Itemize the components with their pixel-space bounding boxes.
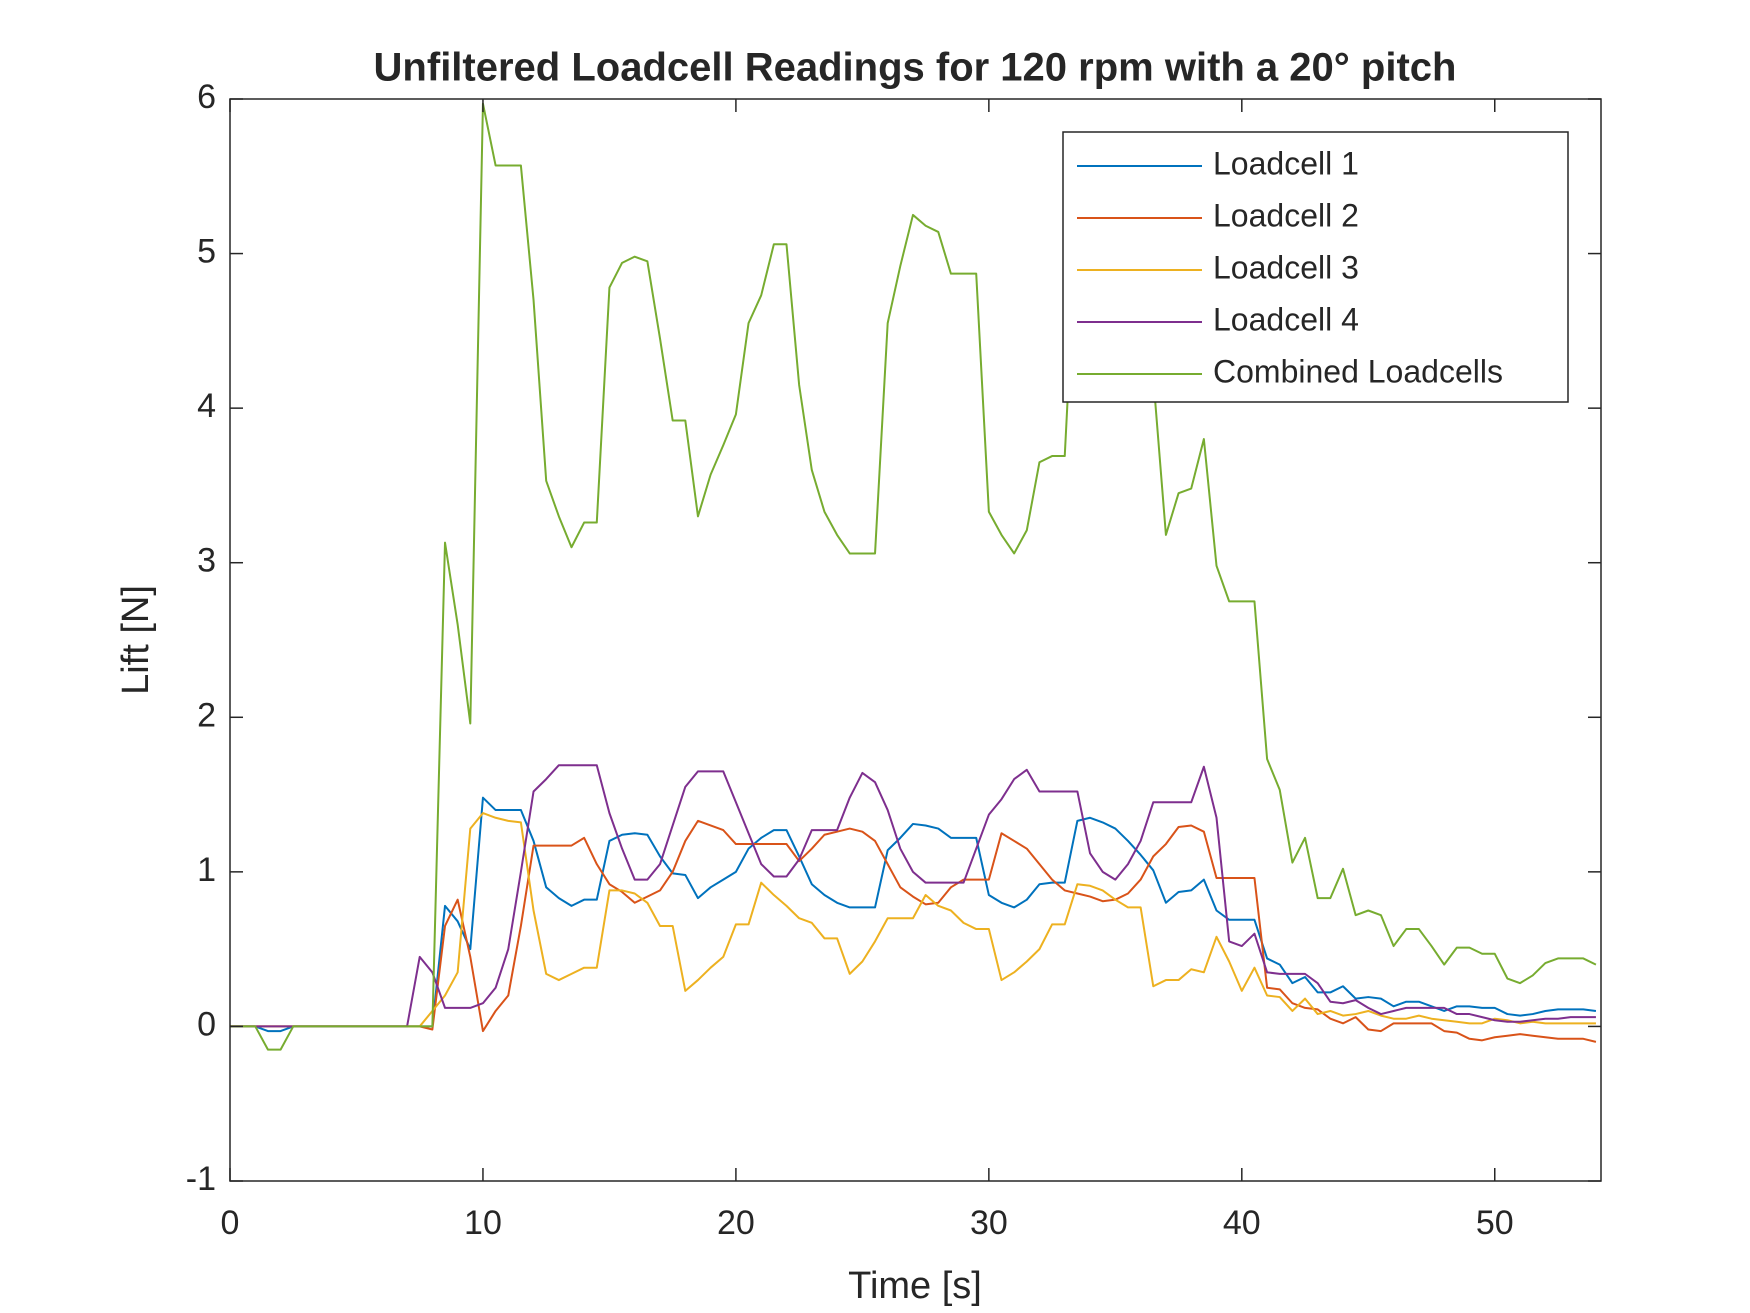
x-tick-label: 10 [464,1204,502,1242]
data-line [230,819,1597,1043]
x-tick-label: 50 [1476,1204,1514,1242]
legend-box [1062,131,1569,403]
legend-label: Loadcell 3 [1213,249,1359,285]
legend: Loadcell 1 Loadcell 2 Loadcell 3 Loadcell 4… [1062,131,1569,403]
y-tick-label: 0 [197,1005,216,1043]
y-tick-label: 3 [197,542,216,580]
x-axis-label: Time [s] [848,1265,982,1307]
data-line [230,102,1597,1051]
legend-label: Loadcell 2 [1213,197,1359,233]
x-tick-label: 30 [970,1204,1008,1242]
data-line [230,812,1596,1028]
x-tick-label: 40 [1223,1204,1261,1242]
axes-box [229,98,1602,1182]
y-tick-label: 4 [197,387,216,425]
legend-label: Combined Loadcells [1213,353,1503,389]
y-tick-label: 6 [197,78,216,116]
data-line [230,796,1597,1033]
y-tick-label: 2 [197,696,216,734]
y-tick-label: 5 [197,233,216,271]
y-tick-label: -1 [186,1160,216,1198]
y-axis-label: Lift [N] [115,585,157,695]
x-tick-label: 0 [221,1204,240,1242]
y-tick-label: 1 [197,851,216,889]
x-tick-label: 20 [717,1204,755,1242]
data-line [230,764,1596,1028]
legend-label: Loadcell 1 [1213,145,1359,181]
legend-label: Loadcell 4 [1213,301,1359,337]
chart-title: Unfiltered Loadcell Readings for 120 rpm… [374,46,1457,90]
